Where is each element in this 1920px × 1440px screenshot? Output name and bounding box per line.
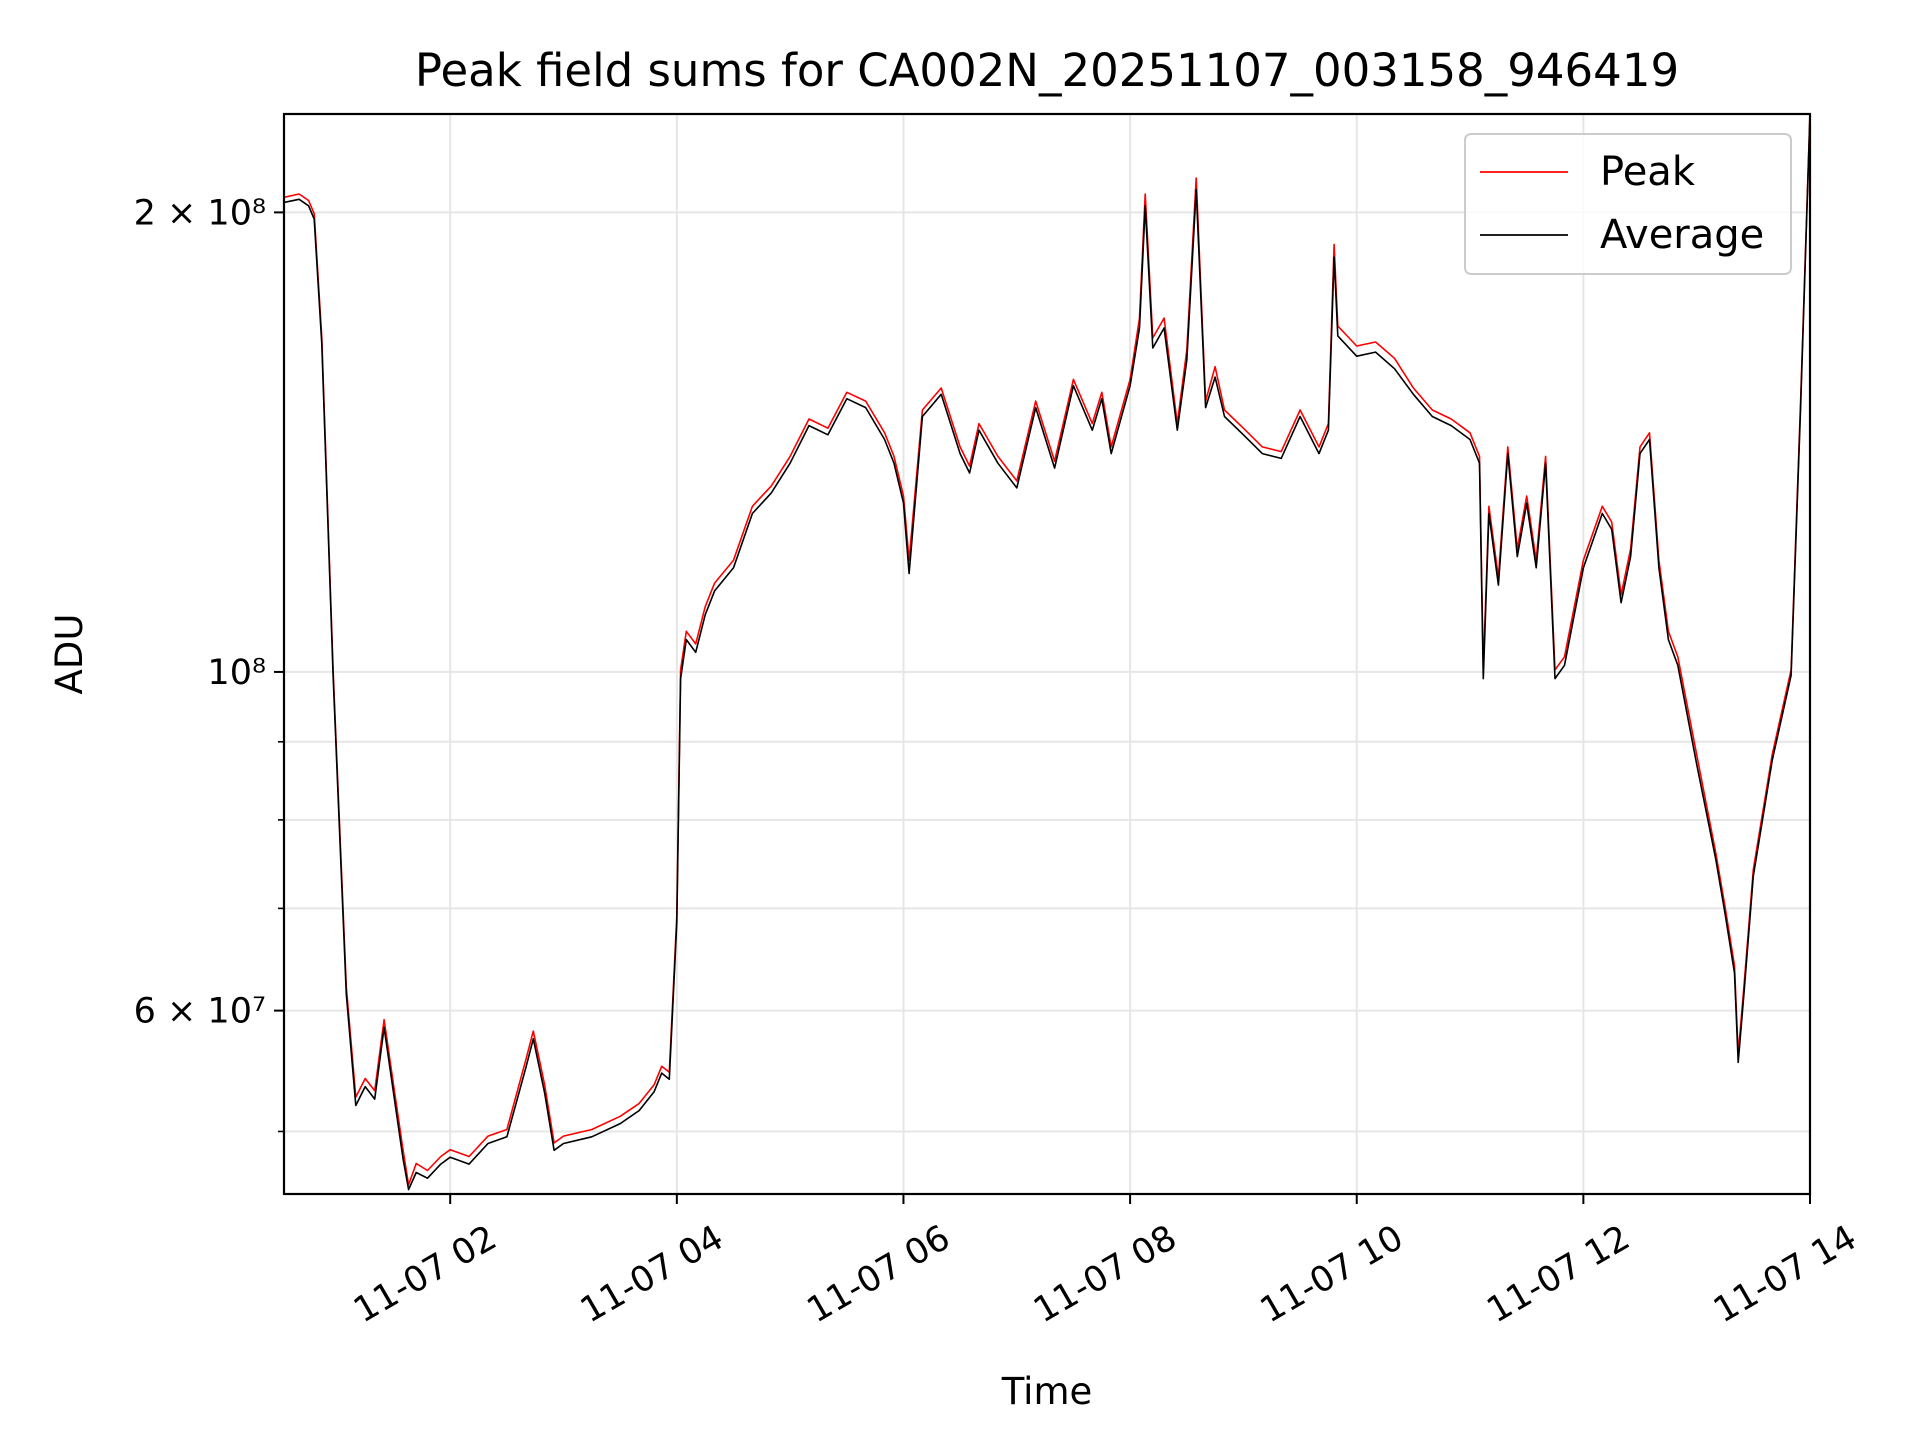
legend-label-average: Average: [1600, 212, 1764, 258]
legend: Peak Average: [1464, 133, 1792, 275]
legend-box: [1464, 133, 1792, 275]
grid-lines: [284, 114, 1811, 1194]
y-tick-label: 6 × 10⁷: [134, 992, 266, 1032]
y-axis-label: ADU: [48, 614, 91, 695]
series-line-peak: [284, 114, 1810, 1186]
plot-frame: [282, 112, 1812, 1196]
y-tick-label: 10⁸: [207, 653, 266, 693]
x-axis-label: Time: [1001, 1370, 1093, 1413]
y-tick-label: 2 × 10⁸: [134, 193, 266, 233]
series-layer: [284, 114, 1810, 1191]
series-line-average: [284, 114, 1810, 1191]
y-axis-ticks: 2 × 10⁸ 10⁸ 6 × 10⁷: [134, 193, 284, 1133]
chart-title: Peak field sums for CA002N_20251107_0031…: [415, 44, 1679, 97]
legend-label-peak: Peak: [1600, 149, 1696, 195]
